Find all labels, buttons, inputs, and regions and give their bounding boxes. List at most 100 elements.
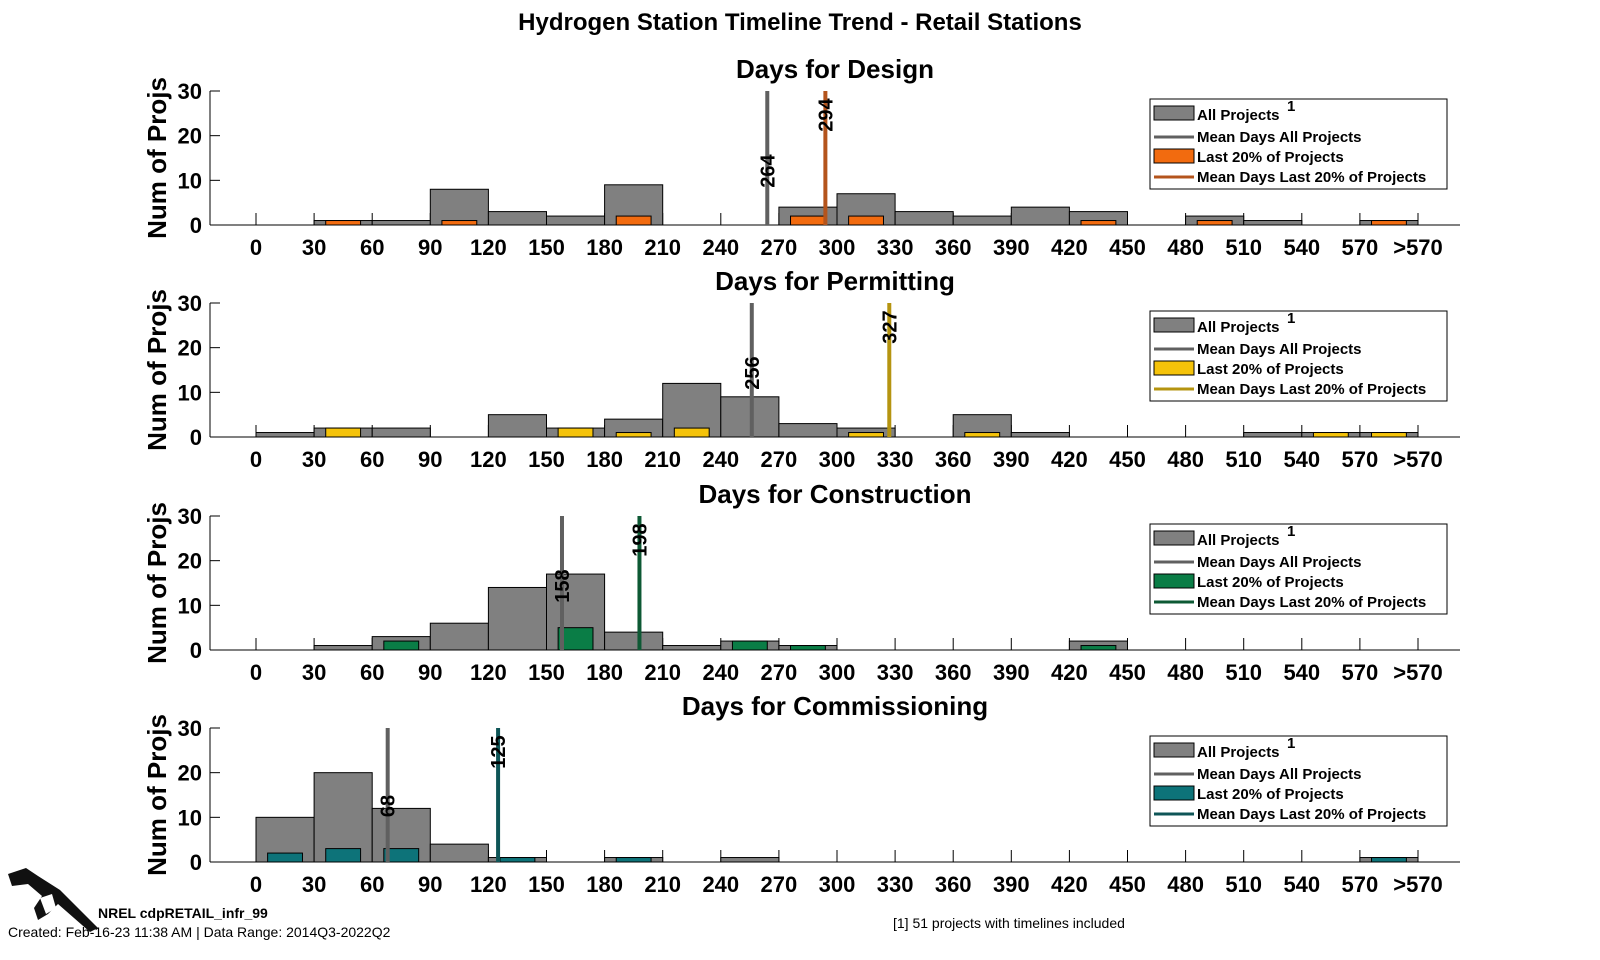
panel-title: Days for Construction [698,479,971,509]
x-tick-label: 150 [528,447,565,472]
x-tick-label: 450 [1109,447,1146,472]
y-tick-label: 30 [178,504,202,529]
x-tick-label: 390 [993,872,1030,897]
x-tick-label: 90 [418,872,442,897]
bar-last-20pct [1080,220,1117,226]
x-tick-label: 240 [702,235,739,260]
bar-last-20pct [557,627,594,651]
y-tick-label: 20 [178,336,202,361]
x-tick-label: 390 [993,235,1030,260]
x-tick-label: 30 [302,872,326,897]
mean-last-label: 294 [815,97,837,131]
legend-label-all: All Projects [1197,319,1280,336]
x-tick-label: >570 [1393,447,1443,472]
x-tick-label: 0 [250,235,262,260]
x-tick-label: 330 [877,872,914,897]
legend-superscript: 1 [1287,523,1295,540]
legend-swatch-last [1153,785,1195,801]
x-tick-label: 210 [644,872,681,897]
legend: All Projects 1 Mean Days All Projects Last … [1149,98,1448,190]
legend-label-all: All Projects [1197,107,1280,124]
bar-last-20pct [615,215,652,226]
bar-all-projects [778,423,838,438]
mean-all-label: 256 [742,356,764,389]
x-tick-label: 60 [360,447,384,472]
x-tick-label: 450 [1109,660,1146,685]
x-tick-label: 510 [1225,235,1262,260]
x-tick-label: 60 [360,235,384,260]
legend: All Projects 1 Mean Days All Projects Last … [1149,310,1448,402]
x-tick-label: 30 [302,447,326,472]
legend-swatch-all [1153,742,1195,758]
x-tick-label: 360 [935,447,972,472]
x-tick-label: 120 [470,872,507,897]
y-tick-label: 30 [178,79,202,104]
legend-label-last: Last 20% of Projects [1197,149,1344,166]
bar-all-projects [604,631,664,651]
x-tick-label: 60 [360,660,384,685]
legend-superscript: 1 [1287,310,1295,327]
y-tick-label: 10 [178,805,202,830]
x-tick-label: 270 [761,447,798,472]
x-tick-label: 360 [935,660,972,685]
x-tick-label: 90 [418,235,442,260]
x-tick-label: 300 [819,660,856,685]
bar-all-projects [1010,432,1070,438]
y-tick-label: 20 [178,124,202,149]
x-tick-label: 420 [1051,660,1088,685]
x-tick-label: 510 [1225,447,1262,472]
x-tick-label: 90 [418,660,442,685]
bar-last-20pct [731,640,768,651]
legend-swatch-last [1153,573,1195,589]
mean-last-label: 327 [879,310,901,343]
x-tick-label: 120 [470,235,507,260]
x-tick-label: 120 [470,447,507,472]
x-tick-label: 300 [819,872,856,897]
bar-last-20pct [325,848,362,863]
legend-label-all: All Projects [1197,744,1280,761]
x-tick-label: 210 [644,447,681,472]
x-tick-label: 390 [993,660,1030,685]
x-tick-label: 570 [1342,872,1379,897]
x-tick-label: 0 [250,872,262,897]
x-tick-label: 450 [1109,872,1146,897]
x-tick-label: 180 [586,872,623,897]
x-tick-label: 420 [1051,872,1088,897]
legend-superscript: 1 [1287,98,1295,115]
x-tick-label: 420 [1051,447,1088,472]
panel-title: Days for Design [736,54,934,84]
created-label: Created: Feb-16-23 11:38 AM | Data Range… [8,924,391,940]
x-tick-label: 510 [1225,872,1262,897]
bar-all-projects [720,857,780,863]
y-axis-label: Num of Projs [142,714,172,876]
legend-label-all: All Projects [1197,532,1280,549]
x-tick-label: 150 [528,235,565,260]
bar-last-20pct [848,215,884,226]
panel-title: Days for Permitting [715,266,955,296]
bar-last-20pct [557,427,594,438]
x-tick-label: 240 [702,447,739,472]
legend-box [1149,735,1448,827]
legend-box [1149,98,1448,190]
mean-last-label: 125 [488,735,510,768]
bar-all-projects [429,188,489,226]
bar-all-projects [429,843,489,863]
bar-last-20pct [790,645,826,651]
x-tick-label: 540 [1283,872,1320,897]
x-tick-label: 450 [1109,235,1146,260]
x-tick-label: 540 [1283,447,1320,472]
legend-label-mean-last: Mean Days Last 20% of Projects [1197,806,1426,823]
bar-last-20pct [1196,220,1233,226]
x-tick-label: 480 [1167,660,1204,685]
legend-swatch-all [1153,530,1195,546]
mean-all-label: 158 [552,569,574,602]
y-tick-label: 20 [178,761,202,786]
x-tick-label: 0 [250,660,262,685]
bar-last-20pct [615,432,652,438]
x-tick-label: 330 [877,235,914,260]
mean-all-label: 68 [378,795,400,817]
x-tick-label: 420 [1051,235,1088,260]
